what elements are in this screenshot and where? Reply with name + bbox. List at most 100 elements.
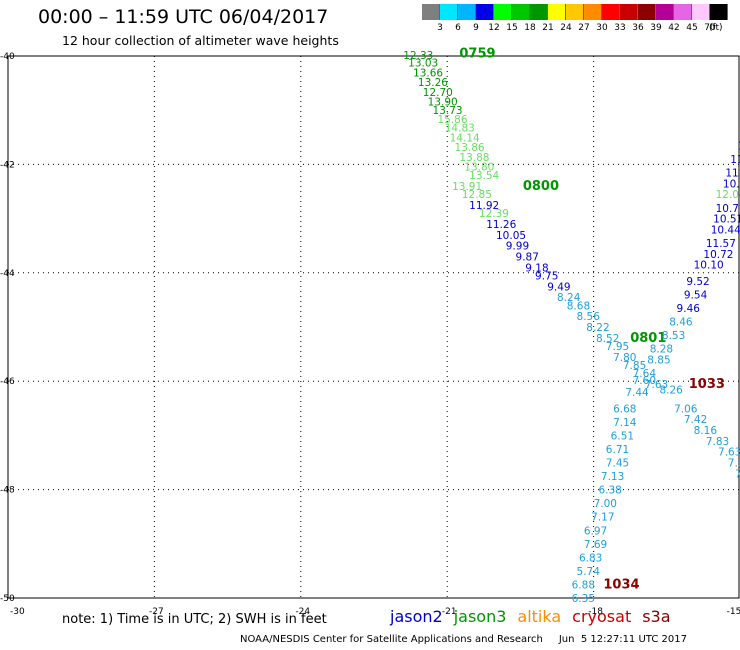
wave-height-value: 6.38	[598, 485, 621, 497]
lon-tick-label: -27	[149, 607, 164, 617]
wave-height-value: 8.16	[694, 425, 718, 437]
wave-height-value: 7.00	[594, 498, 617, 510]
wave-height-value: 7.80	[613, 352, 636, 364]
wave-height-value: 9.99	[506, 241, 529, 253]
wave-height-value: 13.88	[459, 152, 489, 164]
wave-height-value: 7.45	[606, 458, 629, 470]
footer: NOAA/NESDIS Center for Satellite Applica…	[240, 634, 687, 645]
wave-height-value: 8.52	[596, 333, 619, 345]
legend-label: 12	[488, 23, 500, 33]
wave-height-value: 12.39	[479, 208, 509, 220]
legend-label: 42	[668, 23, 680, 33]
legend-label: 30	[596, 23, 608, 33]
wave-height-value: 6.71	[606, 444, 629, 456]
page-title: 00:00 – 11:59 UTC 06/04/2017	[38, 6, 329, 28]
lat-tick-label: -48	[0, 486, 15, 496]
wave-height-value: 8.24	[557, 292, 581, 304]
wave-height-value: 8.68	[567, 300, 590, 312]
legend-swatch	[710, 4, 728, 20]
wave-height-value: 11.51	[730, 154, 740, 166]
legend-swatch	[512, 4, 530, 20]
page-subtitle: 12 hour collection of altimeter wave hei…	[62, 33, 339, 48]
satellite-s3a: s3a	[642, 607, 671, 626]
satellite-legend: jason2 jason3 altika cryosat s3a	[390, 607, 682, 626]
lon-tick-label: -24	[295, 607, 310, 617]
wave-height-value: 6.88	[572, 579, 595, 591]
legend-label: 18	[524, 23, 536, 33]
wave-height-value: 7.60	[633, 375, 656, 387]
legend-label: 33	[614, 23, 626, 33]
legend-swatch	[656, 4, 674, 20]
legend-label: 36	[632, 23, 644, 33]
wave-height-value: 9.18	[525, 262, 548, 274]
wave-height-value: 7.52	[728, 458, 740, 470]
lat-tick-label: -46	[0, 377, 15, 387]
lat-tick-label: -42	[0, 160, 15, 170]
lat-tick-label: -44	[0, 269, 15, 279]
lat-tick-label: -40	[0, 52, 15, 62]
legend-swatch	[674, 4, 692, 20]
wave-height-value: 7.85	[623, 360, 646, 372]
footer-timestamp: Jun 5 12:27:11 UTC 2017	[558, 634, 687, 645]
wave-height-value: 8.56	[577, 311, 601, 323]
wave-height-value: 7.14	[613, 417, 637, 429]
wave-height-value: 9.49	[547, 281, 570, 293]
color-scale-legend: (ft) 3 6 9 12 15 18 21 24 27 30 33 36 39 42 45 70	[422, 4, 728, 34]
map-tick-labels: -30 -27 -24 -21 -18 -15 -40 -42 -44 -46 -48 -50	[0, 52, 740, 617]
legend-swatch	[422, 4, 440, 20]
legend-label: 9	[473, 23, 479, 33]
legend-label: 45	[686, 23, 698, 33]
wave-height-value: 10.71	[716, 203, 740, 215]
wave-height-value: 9.46	[677, 303, 701, 315]
wave-height-value: 7.83	[706, 436, 729, 448]
legend-swatch	[620, 4, 638, 20]
pass-time-label: 0800	[523, 179, 559, 194]
wave-height-value: 8.26	[659, 384, 683, 396]
legend-swatch	[494, 4, 512, 20]
legend-swatch	[476, 4, 494, 20]
legend-label: 27	[578, 23, 590, 33]
wave-height-value: 9.54	[684, 289, 708, 301]
wave-height-value: 12.33	[403, 50, 433, 62]
wave-height-value: 9.87	[516, 252, 539, 264]
wave-height-value: 12.85	[462, 189, 492, 201]
pass-time-label: 1034	[603, 577, 639, 592]
wave-height-value: 11.92	[469, 200, 499, 212]
wave-height-value: 12.08	[716, 189, 740, 201]
legend-swatch	[440, 4, 458, 20]
lon-tick-label: -18	[588, 607, 603, 617]
wave-height-value: 10.10	[694, 260, 724, 272]
legend-label: 6	[455, 23, 461, 33]
wave-height-value: 7.06	[674, 403, 698, 415]
wave-height-value: 13.73	[433, 105, 463, 117]
note-text: note: 1) Time is in UTC; 2) SWH is in fe…	[62, 612, 327, 627]
legend-label: 39	[650, 23, 662, 33]
wave-height-value: 6.68	[613, 403, 636, 415]
wave-height-value: 12.70	[423, 87, 453, 99]
wave-height-value: 13.91	[452, 181, 482, 193]
wave-height-value: 11.91	[725, 168, 740, 180]
wave-height-value: 13.54	[469, 170, 499, 182]
wave-height-value: 14.14	[450, 132, 480, 144]
satellite-jason3: jason3	[453, 607, 507, 626]
legend-label: 15	[506, 23, 518, 33]
wave-height-value: 8.28	[650, 344, 673, 356]
wave-height-value: 7.44	[625, 387, 649, 399]
legend-swatch	[692, 4, 710, 20]
map-frame	[7, 55, 740, 599]
wave-height-value: 15.86	[437, 114, 467, 126]
wave-height-value: 6.51	[611, 430, 634, 442]
wave-height-value: 8.22	[586, 322, 609, 334]
wave-height-value: 10.72	[703, 249, 733, 261]
wave-height-value: 13.26	[418, 77, 448, 89]
pass-time-label: 1033	[689, 377, 725, 392]
wave-height-value: 11.26	[486, 219, 516, 231]
wave-height-value: 6.35	[572, 593, 595, 605]
wave-height-value: 13.90	[428, 97, 458, 109]
wave-height-value: 6.83	[579, 552, 602, 564]
wave-height-value: 7.13	[601, 471, 624, 483]
wave-height-value: 8.46	[669, 317, 693, 329]
pass-time-label: 0801	[630, 331, 666, 346]
wave-height-value: 7.69	[584, 539, 607, 551]
